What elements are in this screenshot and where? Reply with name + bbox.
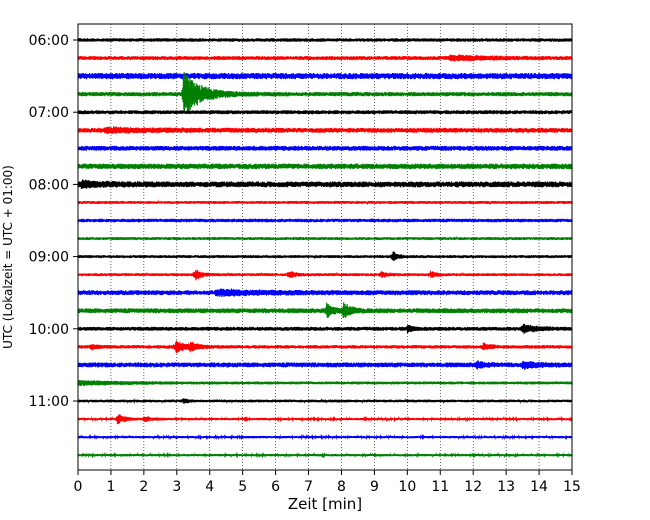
- x-tick-label: 3: [172, 479, 181, 495]
- trace-0830: [77, 218, 573, 223]
- trace-1000: [77, 323, 573, 334]
- x-tick-label: 2: [139, 479, 148, 495]
- x-tick-label: 13: [497, 479, 515, 495]
- x-tick-label: 4: [205, 479, 214, 495]
- x-tick-label: 5: [238, 479, 247, 495]
- seismic-traces: [77, 38, 573, 459]
- x-tick-label: 14: [530, 479, 548, 495]
- trace-0600: [77, 38, 573, 42]
- x-tick-label: 15: [563, 479, 581, 495]
- trace-0915: [77, 269, 573, 281]
- trace-0845: [77, 235, 573, 241]
- trace-0900: [77, 251, 573, 261]
- trace-1100: [77, 397, 573, 405]
- x-tick-label: 7: [304, 479, 313, 495]
- trace-1145: [77, 451, 573, 459]
- x-tick-label: 10: [398, 479, 416, 495]
- y-tick-label: 10:00: [29, 322, 69, 338]
- y-tick-label: 09:00: [29, 250, 69, 266]
- x-axis: 0 1 2 3 4 5 6 7 8 9 10 11 12 13 14 15: [74, 470, 581, 495]
- trace-0945: [77, 302, 573, 319]
- trace-1015: [77, 340, 573, 354]
- x-tick-label: 12: [464, 479, 482, 495]
- trace-0700: [77, 110, 573, 115]
- y-tick-label: 08:00: [29, 177, 69, 193]
- x-axis-label: Zeit [min]: [288, 495, 362, 513]
- plot-frame: [77, 23, 573, 471]
- trace-0645: [77, 72, 573, 113]
- y-tick-label: 07:00: [29, 105, 69, 121]
- y-tick-label: 11:00: [29, 394, 69, 410]
- x-tick-label: 9: [370, 479, 379, 495]
- trace-0800: [77, 179, 573, 189]
- y-axis: 06:00 07:00 08:00 09:00 10:00 11:00: [29, 33, 78, 410]
- trace-0615: [77, 54, 573, 62]
- trace-0730: [77, 145, 573, 151]
- x-tick-label: 8: [337, 479, 346, 495]
- x-tick-label: 0: [74, 479, 83, 495]
- trace-1030: [77, 360, 573, 370]
- grid-lines: [110, 24, 540, 470]
- trace-1115: [77, 414, 573, 425]
- x-tick-label: 1: [106, 479, 115, 495]
- y-tick-label: 06:00: [29, 33, 69, 49]
- y-axis-label: UTC (Lokalzeit = UTC + 01:00): [1, 165, 15, 349]
- x-tick-label: 6: [271, 479, 280, 495]
- trace-0630: [77, 72, 573, 80]
- trace-1045: [77, 379, 573, 387]
- trace-1130: [77, 433, 573, 441]
- trace-0815: [77, 199, 573, 206]
- trace-0715: [77, 126, 573, 134]
- x-tick-label: 11: [431, 479, 449, 495]
- trace-0930: [77, 288, 573, 298]
- trace-0745: [77, 163, 573, 170]
